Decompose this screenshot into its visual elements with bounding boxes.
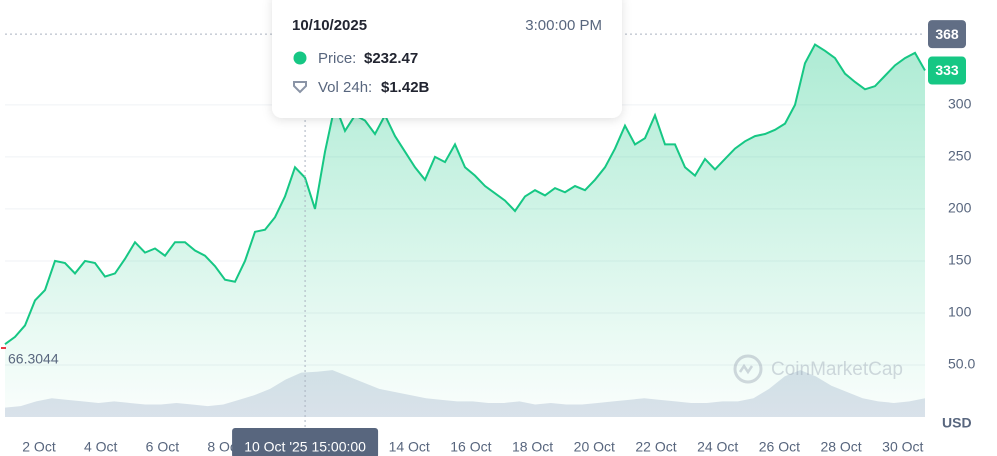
x-tick-label: 18 Oct [512,439,553,455]
x-tick-label: 2 Oct [22,439,56,455]
price-area [5,44,925,418]
y-tick-label: 250 [948,148,972,164]
watermark: CoinMarketCap [733,354,903,384]
high-label: 368 [935,26,959,42]
x-tick-label: 6 Oct [146,439,180,455]
tooltip-vol: $1.42B [381,79,430,96]
tooltip: 10/10/2025 3:00:00 PM Price: $232.47 Vol… [272,0,622,118]
y-tick-label: 100 [948,304,972,320]
x-tick-label: 4 Oct [84,439,118,455]
high-badge [928,20,966,49]
low-label: 66.3044 [8,351,59,367]
y-tick-label: 150 [948,252,972,268]
y-unit: USD [942,415,972,431]
crosshair-badge [232,428,379,456]
tooltip-date: 10/10/2025 [292,17,367,34]
watermark-text: CoinMarketCap [771,359,903,380]
x-tick-label: 20 Oct [574,439,615,455]
tooltip-vol-label: Vol 24h: [318,79,372,96]
x-tick-label: 14 Oct [389,439,430,455]
tooltip-price: $232.47 [364,50,418,67]
x-tick-label: 24 Oct [697,439,738,455]
crosshair-label: 10 Oct '25 15:00:00 [244,439,366,455]
current-badge [928,56,966,85]
x-tick-label: 16 Oct [450,439,491,455]
tooltip-time: 3:00:00 PM [525,17,602,34]
y-tick-label: 200 [948,200,972,216]
price-line [4,43,926,345]
y-tick-label: 50.0 [948,356,975,372]
x-tick-label: 26 Oct [759,439,800,455]
x-tick-label: 22 Oct [635,439,676,455]
x-tick-label: 30 Oct [882,439,923,455]
y-tick-label: 300 [948,96,972,112]
current-label: 333 [935,62,959,78]
tooltip-price-label: Price: [318,50,356,67]
x-tick-label: 28 Oct [820,439,861,455]
